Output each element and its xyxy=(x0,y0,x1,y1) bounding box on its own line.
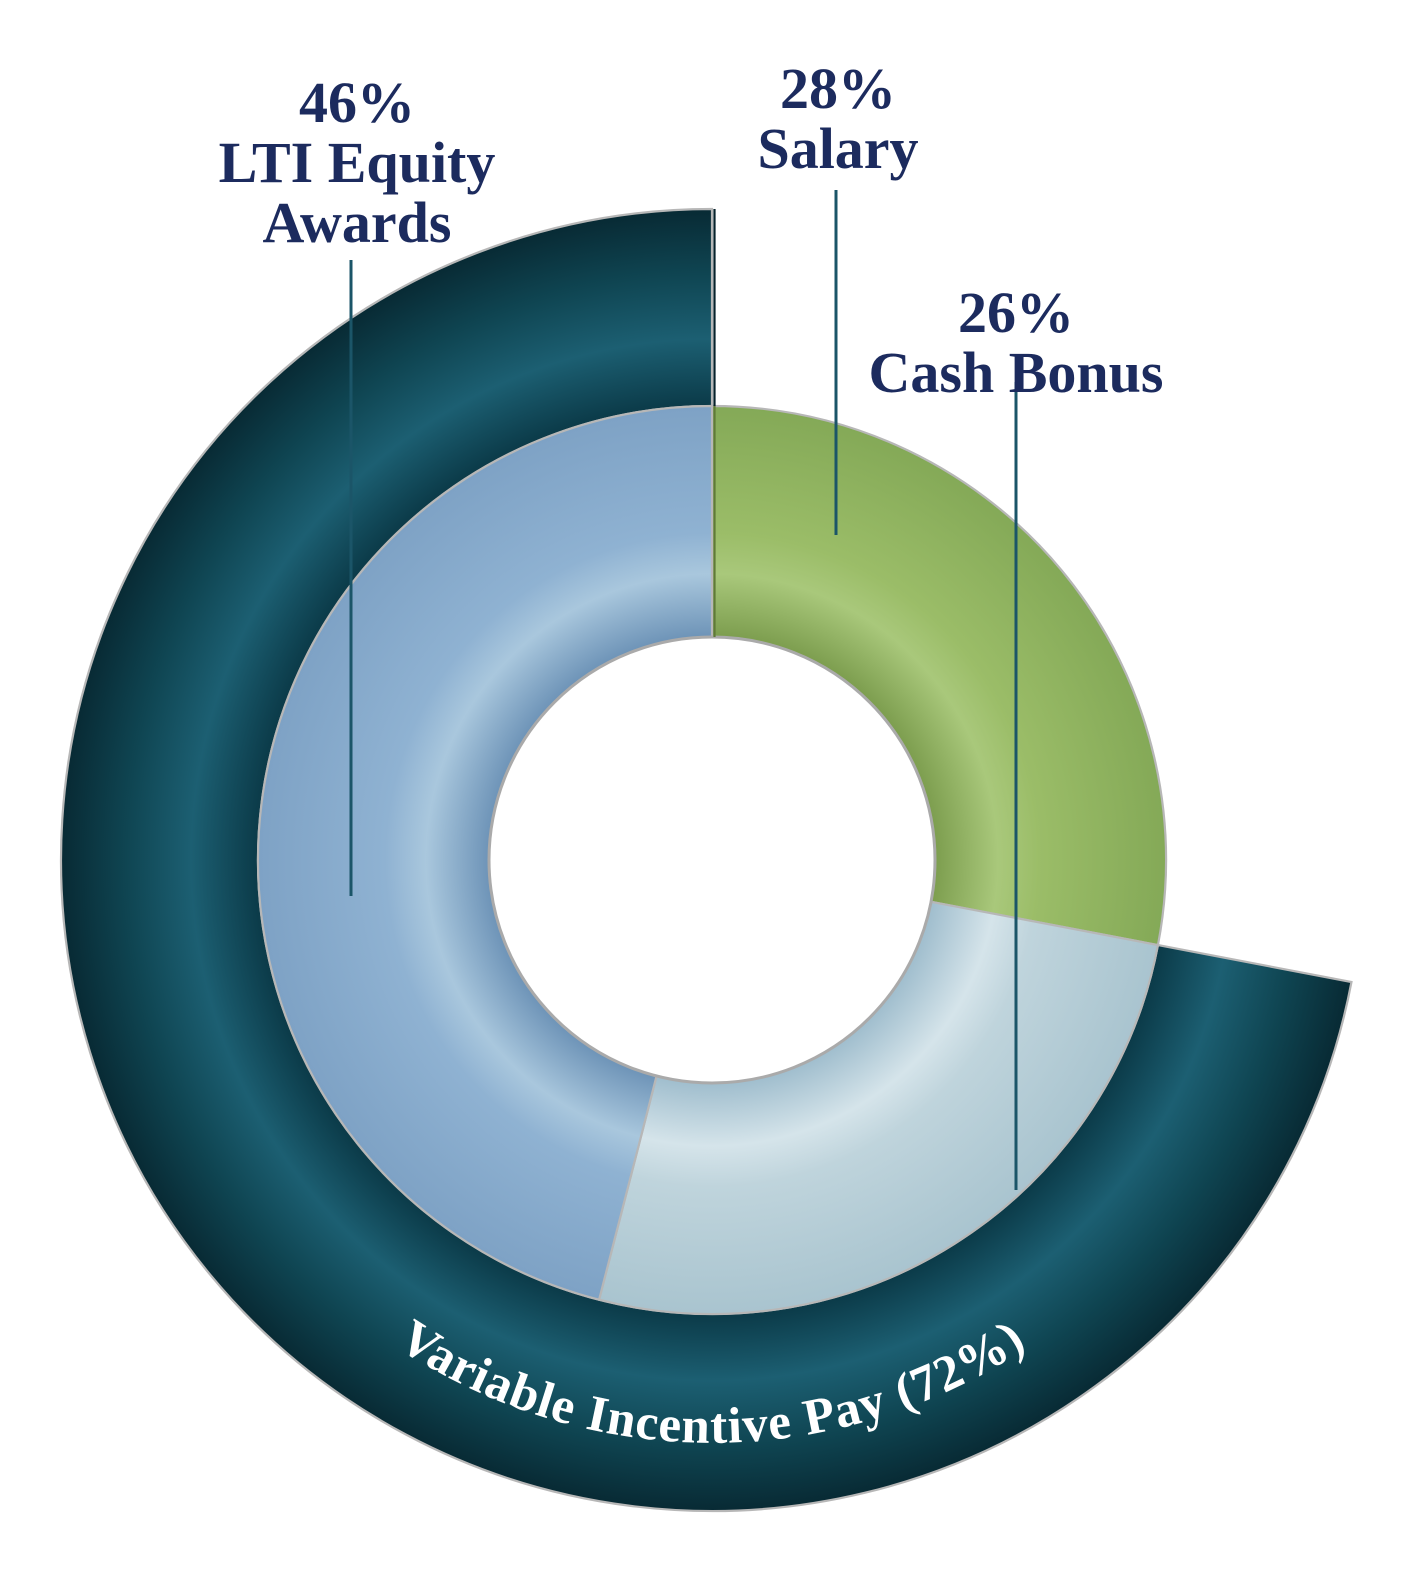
svg-text:LTI Equity: LTI Equity xyxy=(219,130,496,195)
svg-text:Awards: Awards xyxy=(262,190,451,255)
svg-text:26%: 26% xyxy=(958,280,1074,345)
svg-text:46%: 46% xyxy=(299,70,415,135)
svg-text:Salary: Salary xyxy=(757,116,918,181)
svg-text:28%: 28% xyxy=(780,56,896,121)
svg-text:Cash Bonus: Cash Bonus xyxy=(869,340,1164,405)
